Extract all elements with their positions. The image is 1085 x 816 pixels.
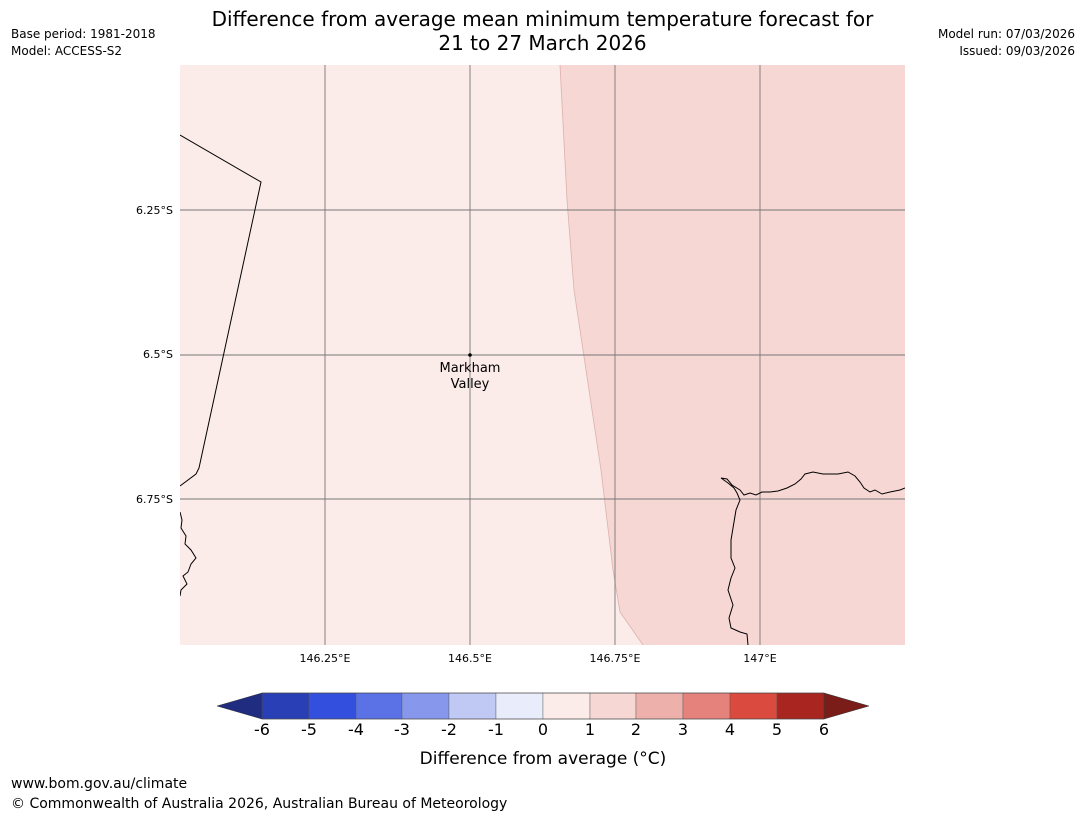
colorbar-tick-label: 3 [678,720,688,739]
colorbar-segment [682,692,731,720]
colorbar-tick-label: 1 [585,720,595,739]
lon-label: 146.75°E [590,652,641,665]
colorbar-extend-high [823,692,870,720]
map-area: Markham Valley [180,65,905,645]
colorbar-segment [776,692,825,720]
colorbar-segment [401,692,450,720]
colorbar-segment [308,692,357,720]
colorbar-outline [261,692,825,720]
markham-valley-marker [468,353,472,357]
colorbar-tick-label: 4 [725,720,735,739]
place-label-line-1: Markham [440,361,501,376]
colorbar-segment [635,692,684,720]
title-line-1: Difference from average mean minimum tem… [211,7,874,31]
colorbar-tick-label: -1 [488,720,504,739]
colorbar-tick-label: -4 [348,720,364,739]
colorbar-segment [355,692,403,720]
colorbar-tick-label: 6 [819,720,829,739]
colorbar-ticks: -6 -5 -4 -3 -2 -1 0 1 2 3 4 5 6 [254,720,829,739]
colorbar-segment [729,692,778,720]
colorbar-extend-low [216,692,263,720]
border-line [180,134,262,487]
colorbar-segment [261,692,310,720]
metadata-left: Base period: 1981-2018 Model: ACCESS-S2 [11,26,156,60]
gridlines [180,65,905,645]
colorbar-tick-label: -6 [254,720,270,739]
colorbar-tick-label: 0 [538,720,548,739]
longitude-labels: 146.25°E 146.5°E 146.75°E 147°E [300,652,777,665]
model-run-text: Model run: 07/03/2026 [937,27,1075,41]
latitude-labels: 6.25°S 6.5°S 6.75°S [136,204,173,506]
issued-text: Issued: 09/03/2026 [959,44,1075,58]
colorbar-tick-label: -2 [441,720,457,739]
title-line-2: 21 to 27 March 2026 [438,31,647,55]
colorbar-segment [542,692,591,720]
colorbar-title: Difference from average (°C) [420,749,667,769]
lat-label: 6.5°S [143,348,173,361]
colorbar-tick-label: -3 [394,720,410,739]
colorbar-tick-label: -5 [301,720,317,739]
lon-label: 146.5°E [448,652,492,665]
lat-label: 6.75°S [136,493,173,506]
coastline-west [180,511,197,597]
lon-label: 147°E [743,652,776,665]
colorbar-tick-label: 2 [631,720,641,739]
base-period-text: Base period: 1981-2018 [11,27,156,41]
coastlines [180,134,905,645]
metadata-right: Model run: 07/03/2026 Issued: 09/03/2026 [938,26,1075,60]
model-text: Model: ACCESS-S2 [11,44,123,58]
footer-url: www.bom.gov.au/climate [11,776,188,792]
place-label-line-2: Valley [451,377,490,392]
footer-copyright: © Commonwealth of Australia 2026, Austra… [11,796,508,812]
band-boundary [559,65,644,645]
colorbar-tick-label: 5 [772,720,782,739]
lat-label: 6.25°S [136,204,173,217]
lon-label: 146.25°E [300,652,351,665]
footer: www.bom.gov.au/climate © Commonwealth of… [11,774,507,814]
colorbar-segment [448,692,497,720]
colorbar-segment [495,692,544,720]
coastline-east [720,471,905,645]
colorbar-segment [589,692,637,720]
colorbar: -6 -5 -4 -3 -2 -1 0 1 2 3 4 5 6 Differen… [216,692,870,769]
map-title: Difference from average mean minimum tem… [0,7,1085,55]
